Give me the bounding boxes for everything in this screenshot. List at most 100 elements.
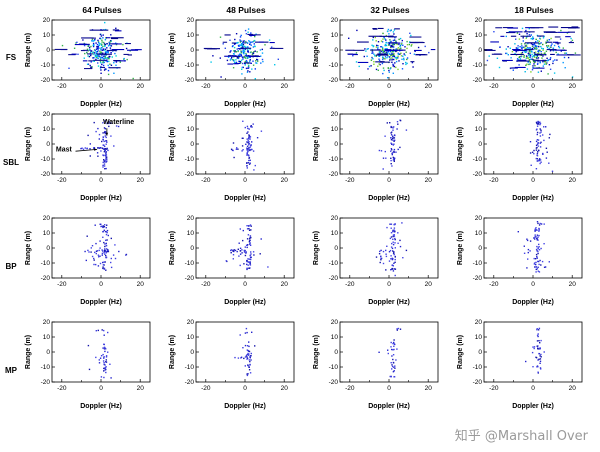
x-tick-label: 20: [137, 83, 145, 90]
y-tick-label: 0: [334, 141, 338, 148]
x-tick-label: 20: [425, 281, 433, 288]
x-tick-label: 20: [569, 83, 577, 90]
scatter-plot: -20 0 20 -20 -10 0 10 20 Doppler (Hz) Range (m): [313, 319, 439, 410]
x-axis-label: Doppler (Hz): [368, 403, 410, 410]
x-tick-label: 0: [387, 385, 391, 392]
y-tick-label: -20: [473, 275, 483, 282]
x-tick-label: -20: [201, 281, 211, 288]
y-tick-label: 10: [187, 230, 195, 237]
row-label-fs: FS: [5, 52, 17, 62]
x-tick-label: 0: [99, 177, 103, 184]
x-tick-label: -20: [201, 385, 211, 392]
x-tick-label: -20: [489, 385, 499, 392]
y-tick-label: 10: [331, 230, 339, 237]
subplot-mp-col2: -20 0 20 -20 -10 0 10 20 Doppler (Hz) Range (m): [310, 318, 454, 422]
subplot-fs-col0: 64 Pulses -20 0 20 -20 -10 0 10 20 Doppler (Hz) Ra…: [22, 4, 166, 110]
y-tick-label: 10: [43, 334, 51, 341]
y-tick-label: -10: [185, 156, 195, 163]
y-tick-label: 0: [478, 47, 482, 54]
y-tick-label: 20: [187, 17, 195, 24]
axes-box: [195, 321, 295, 383]
y-tick-label: 0: [190, 141, 194, 148]
subplot-sbl-col0: -20 0 20 -20 -10 0 10 20 Doppler (Hz) Range (m) Wa…: [22, 110, 166, 214]
x-tick-label: 0: [531, 83, 535, 90]
y-tick-label: 10: [331, 32, 339, 39]
scatter-plot: -20 0 20 -20 -10 0 10 20 Doppler (Hz) Range (m): [169, 215, 295, 306]
y-tick-label: 10: [331, 334, 339, 341]
y-tick-label: -10: [329, 62, 339, 69]
axes-box: [339, 321, 439, 383]
x-tick-label: 0: [531, 281, 535, 288]
y-tick-label: -20: [329, 379, 339, 386]
x-tick-label: -20: [489, 177, 499, 184]
scatter-plot: -20 0 20 -20 -10 0 10 20 Doppler (Hz) Range (m): [25, 17, 151, 108]
scatter-plot: -20 0 20 -20 -10 0 10 20 Doppler (Hz) Range (m): [457, 319, 583, 410]
y-tick-label: 10: [43, 32, 51, 39]
scatter-points: [378, 119, 408, 170]
subplot-fs-col2: 32 Pulses -20 0 20 -20 -10 0 10 20 Doppler (Hz) Ra…: [310, 4, 454, 110]
axes-box: [51, 113, 151, 175]
y-tick-label: -20: [185, 171, 195, 178]
y-tick-label: -10: [329, 364, 339, 371]
y-tick-label: 10: [475, 230, 483, 237]
y-axis-label: Range (m): [25, 33, 32, 67]
axes-box: [195, 217, 295, 279]
y-tick-label: 10: [475, 334, 483, 341]
scatter-plot: -20 0 20 -20 -10 0 10 20 Doppler (Hz) Range (m): [169, 319, 295, 410]
x-tick-label: -20: [201, 83, 211, 90]
row-label-sbl: SBL: [3, 157, 19, 167]
x-tick-label: -20: [345, 83, 355, 90]
y-axis-label: Range (m): [169, 231, 176, 265]
x-tick-label: 0: [99, 385, 103, 392]
x-axis-label: Doppler (Hz): [368, 195, 410, 202]
x-tick-label: 20: [137, 177, 145, 184]
y-tick-label: -10: [473, 364, 483, 371]
subplot-fs-col1: 48 Pulses -20 0 20 -20 -10 0 10 20 Doppler (Hz) Ra…: [166, 4, 310, 110]
y-tick-label: 20: [475, 319, 483, 326]
subplot-sbl-col3: -20 0 20 -20 -10 0 10 20 Doppler (Hz) Range (m): [454, 110, 598, 214]
y-tick-label: 20: [331, 17, 339, 24]
y-tick-label: -10: [41, 62, 51, 69]
y-axis-label: Range (m): [313, 335, 320, 369]
x-tick-label: -20: [345, 385, 355, 392]
subplot-grid: FS 64 Pulses -20 0 20 -20 -10 0 10 20 Doppler (Hz)…: [0, 4, 598, 422]
scatter-points: [484, 26, 581, 78]
x-axis-label: Doppler (Hz): [224, 101, 266, 108]
x-axis-label: Doppler (Hz): [512, 403, 554, 410]
x-tick-label: -20: [489, 281, 499, 288]
scatter-points: [80, 120, 120, 170]
y-tick-label: 10: [475, 126, 483, 133]
y-tick-label: 20: [187, 215, 195, 222]
x-tick-label: 0: [243, 281, 247, 288]
scatter-plot: -20 0 20 -20 -10 0 10 20 Doppler (Hz) Range (m): [313, 215, 439, 306]
y-axis-label: Range (m): [25, 127, 32, 161]
x-axis-label: Doppler (Hz): [80, 101, 122, 108]
y-tick-label: 0: [190, 245, 194, 252]
y-tick-label: 20: [475, 111, 483, 118]
y-axis-label: Range (m): [313, 127, 320, 161]
x-tick-label: 0: [99, 281, 103, 288]
axes-box: [339, 217, 439, 279]
y-tick-label: 20: [331, 215, 339, 222]
y-tick-label: -10: [473, 62, 483, 69]
x-tick-label: 0: [243, 177, 247, 184]
axes-box: [51, 321, 151, 383]
x-axis-label: Doppler (Hz): [224, 299, 266, 306]
y-tick-label: -20: [329, 275, 339, 282]
y-tick-label: 0: [46, 47, 50, 54]
y-axis-label: Range (m): [313, 231, 320, 265]
y-tick-label: 0: [46, 141, 50, 148]
x-tick-label: 20: [281, 177, 289, 184]
x-tick-label: 20: [425, 83, 433, 90]
scatter-points: [345, 27, 436, 79]
y-tick-label: -10: [41, 156, 51, 163]
scatter-points: [87, 329, 112, 379]
scatter-points: [517, 221, 550, 273]
y-tick-label: -10: [41, 260, 51, 267]
row-label-mp: MP: [5, 365, 17, 375]
x-tick-label: 0: [387, 83, 391, 90]
subplot-fs-col3: 18 Pulses -20 0 20 -20 -10 0 10 20 Doppler (Hz) Ra…: [454, 4, 598, 110]
y-tick-label: -20: [473, 379, 483, 386]
y-tick-label: -20: [473, 171, 483, 178]
